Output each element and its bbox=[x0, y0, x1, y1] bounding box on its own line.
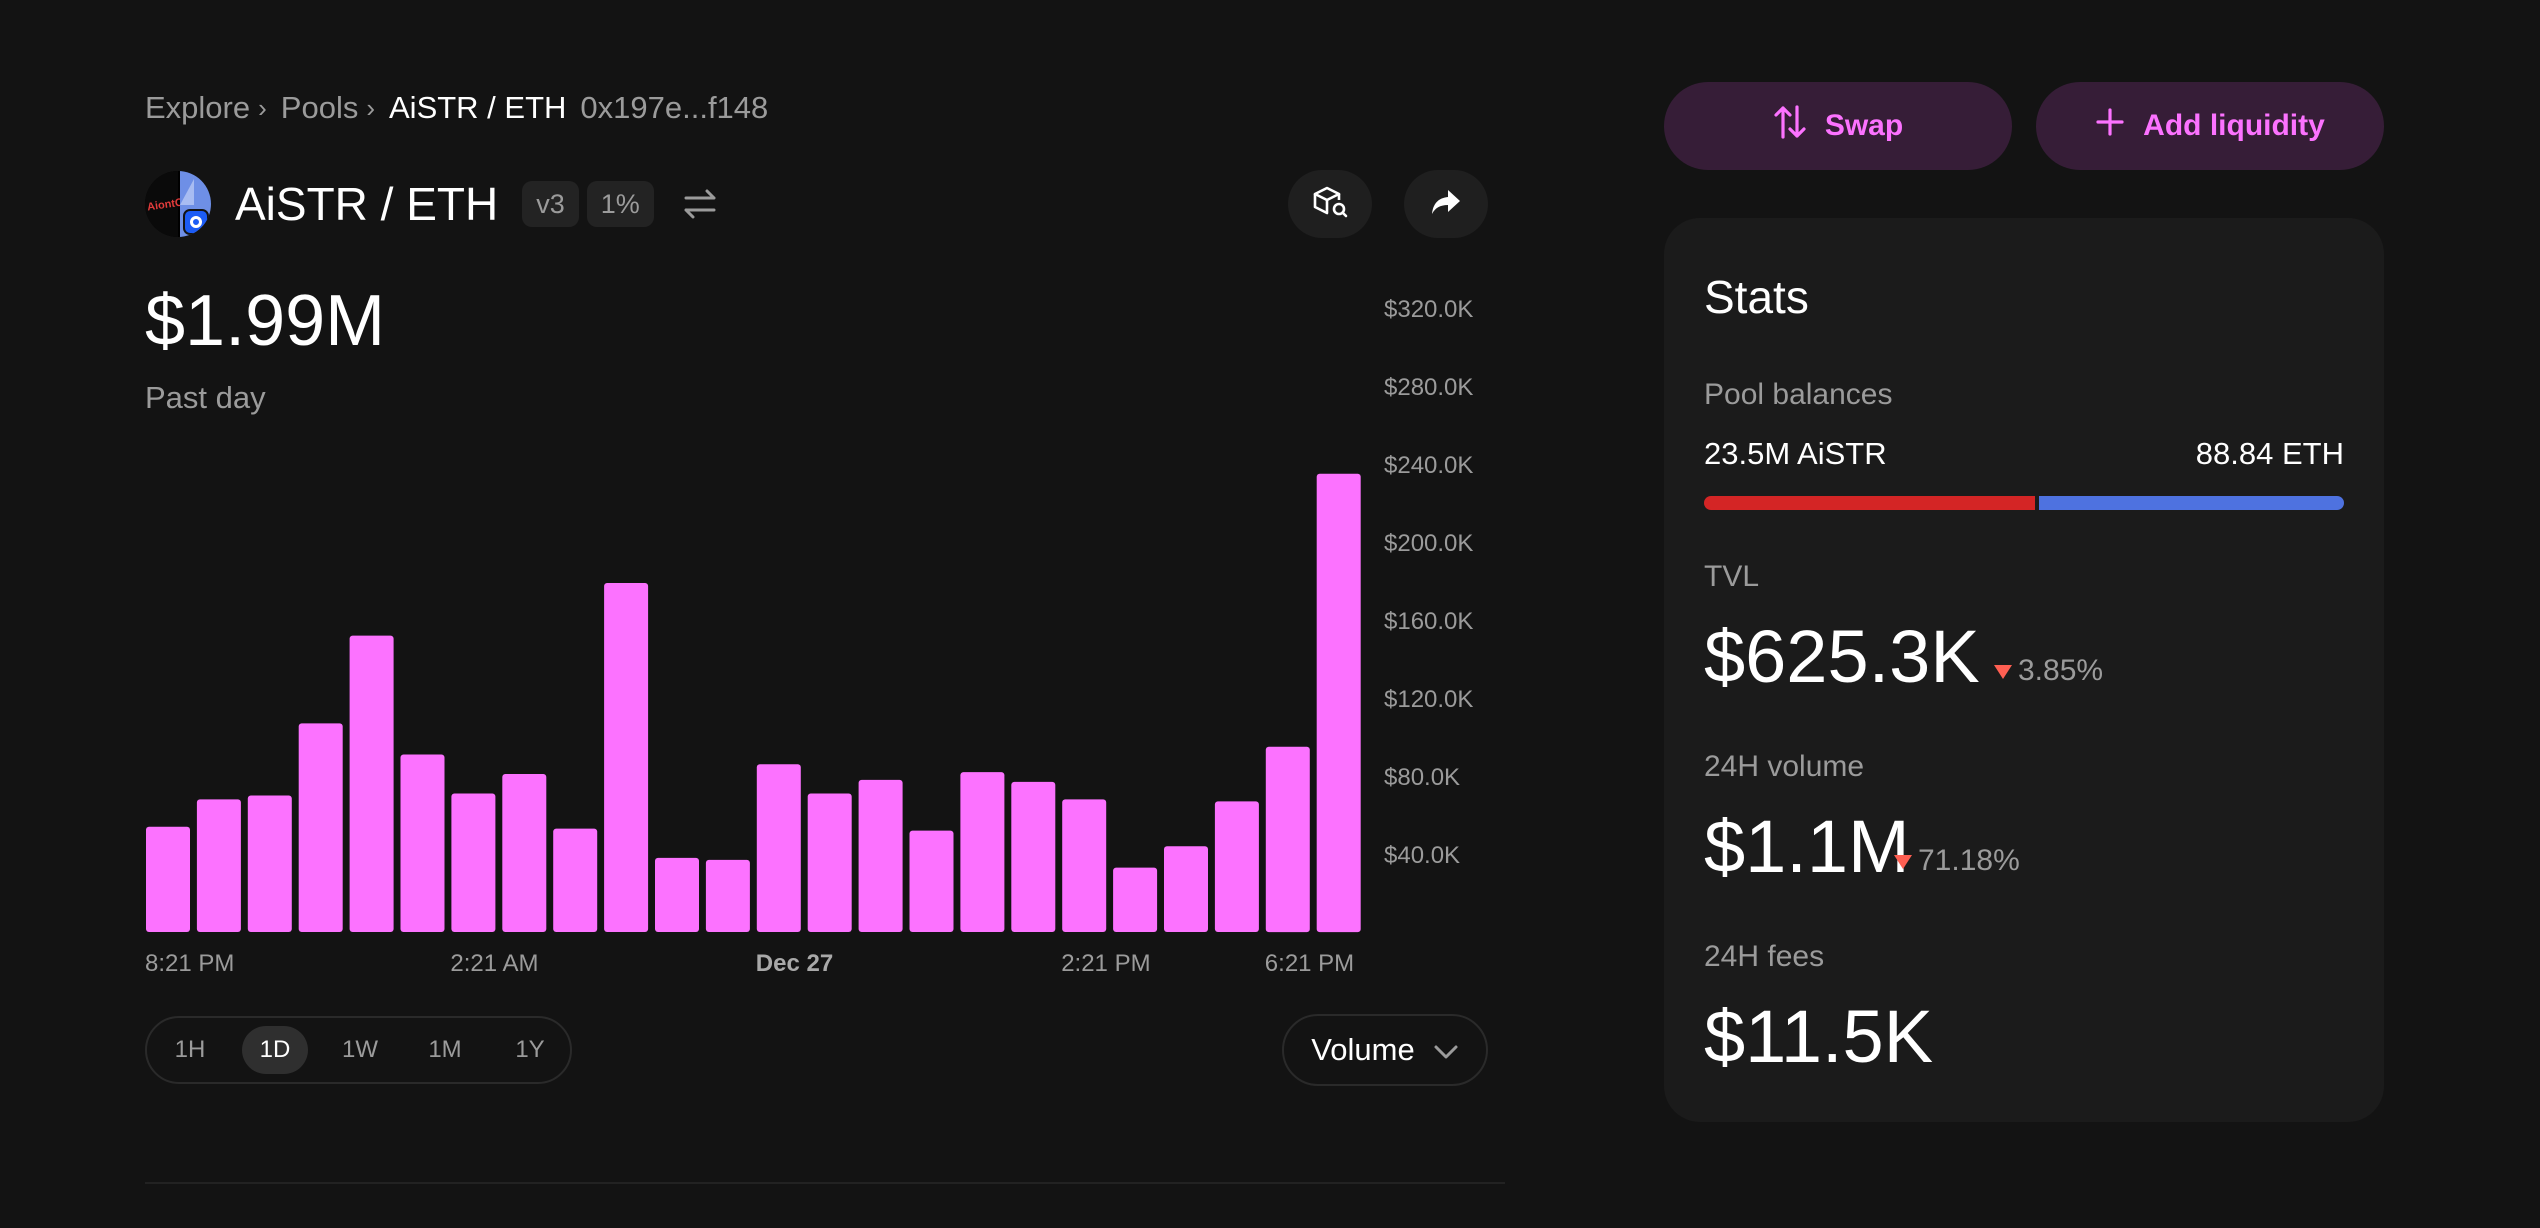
volume-bar-14[interactable] bbox=[858, 779, 903, 932]
time-range-1w[interactable]: 1W bbox=[342, 1036, 378, 1063]
x-axis-tick-label: 2:21 PM bbox=[1061, 950, 1150, 977]
time-range-1m[interactable]: 1M bbox=[428, 1036, 462, 1063]
volume-bar-19[interactable] bbox=[1113, 867, 1158, 932]
breadcrumb: Explore › Pools › AiSTR / ETH 0x197e...f… bbox=[145, 86, 768, 130]
chevron-right-icon: › bbox=[258, 92, 267, 123]
volume-bar-12[interactable] bbox=[756, 764, 801, 932]
y-axis-tick-label: $120.0K bbox=[1384, 686, 1473, 713]
down-triangle-icon bbox=[1994, 665, 2012, 679]
aistr-token-logo: AiontO bbox=[145, 171, 184, 237]
pool-address[interactable]: 0x197e...f148 bbox=[580, 90, 769, 125]
volume-bar-7[interactable] bbox=[502, 774, 547, 932]
swap-button[interactable]: Swap bbox=[1664, 82, 2012, 170]
volume-bar-5[interactable] bbox=[400, 754, 445, 933]
pool-balance-bar-eth bbox=[2039, 496, 2344, 510]
volume-24h-label: 24H volume bbox=[1704, 750, 1865, 783]
volume-bar-2[interactable] bbox=[247, 795, 292, 933]
volume-bar-20[interactable] bbox=[1164, 846, 1208, 932]
volume-bar-0[interactable] bbox=[146, 826, 190, 932]
chevron-down-icon bbox=[1433, 1032, 1459, 1068]
time-range-1h[interactable]: 1H bbox=[174, 1036, 206, 1063]
x-axis-tick-label: 6:21 PM bbox=[1265, 950, 1354, 977]
x-axis-tick-label: Dec 27 bbox=[756, 950, 833, 977]
share-arrow-icon bbox=[1430, 188, 1462, 221]
swap-arrows-icon bbox=[1773, 104, 1807, 148]
pool-balance-eth: 88.84 ETH bbox=[2195, 436, 2344, 471]
down-triangle-icon bbox=[1894, 855, 1912, 869]
pool-balances-label: Pool balances bbox=[1704, 378, 1893, 411]
volume-bar-22[interactable] bbox=[1265, 746, 1310, 933]
volume-bar-17[interactable] bbox=[1011, 781, 1056, 932]
chevron-right-icon: › bbox=[366, 92, 375, 123]
breadcrumb-pools[interactable]: Pools bbox=[280, 90, 359, 125]
fees-24h-value: $11.5K bbox=[1704, 995, 1934, 1078]
explorer-button[interactable] bbox=[1288, 170, 1372, 238]
tvl-change: 3.85% bbox=[1994, 654, 2103, 688]
time-range-1y[interactable]: 1Y bbox=[515, 1036, 545, 1063]
volume-24h-value: $1.1M bbox=[1704, 805, 1910, 888]
pool-balance-bar bbox=[1704, 496, 2344, 510]
x-axis-tick-label: 8:21 PM bbox=[145, 950, 234, 977]
pool-balance-bar-aistr bbox=[1704, 496, 2035, 510]
volume-bar-23[interactable] bbox=[1316, 473, 1361, 933]
chart-metric-dropdown[interactable]: Volume bbox=[1282, 1014, 1488, 1086]
volume-bar-11[interactable] bbox=[705, 859, 750, 932]
chart-value: $1.99M bbox=[145, 281, 386, 361]
breadcrumb-current-pool: AiSTR / ETH bbox=[389, 90, 567, 125]
volume-24h-change: 71.18% bbox=[1894, 844, 2020, 878]
stats-card: Stats Pool balances 23.5M AiSTR 88.84 ET… bbox=[1664, 218, 2384, 1122]
tvl-change-value: 3.85% bbox=[2018, 654, 2104, 687]
y-axis-tick-label: $80.0K bbox=[1384, 764, 1460, 791]
plus-icon bbox=[2095, 107, 2125, 145]
pool-title: AiSTR / ETH bbox=[235, 178, 499, 230]
y-axis-tick-label: $280.0K bbox=[1384, 374, 1473, 401]
y-axis-tick-label: $200.0K bbox=[1384, 530, 1473, 557]
volume-bar-10[interactable] bbox=[655, 857, 699, 932]
time-range-1d[interactable]: 1D bbox=[242, 1026, 308, 1074]
volume-bar-8[interactable] bbox=[553, 828, 598, 932]
tvl-value: $625.3K bbox=[1704, 615, 1980, 698]
y-axis-tick-label: $160.0K bbox=[1384, 608, 1473, 635]
y-axis-tick-label: $240.0K bbox=[1384, 452, 1473, 479]
add-liquidity-button[interactable]: Add liquidity bbox=[2036, 82, 2384, 170]
pool-header: AiontO AiSTR / ETH v3 1% bbox=[145, 170, 720, 238]
volume-bar-13[interactable] bbox=[807, 793, 852, 933]
fees-24h-label: 24H fees bbox=[1704, 940, 1825, 973]
volume-24h-change-value: 71.18% bbox=[1918, 844, 2020, 877]
chart-metric-value: Volume bbox=[1311, 1032, 1415, 1067]
volume-bar-21[interactable] bbox=[1214, 801, 1259, 932]
swap-button-label: Swap bbox=[1824, 109, 1904, 142]
breadcrumb-explore[interactable]: Explore bbox=[145, 90, 251, 125]
version-badge: v3 bbox=[522, 181, 579, 227]
volume-bar-1[interactable] bbox=[196, 799, 241, 932]
x-axis-tick-label: 2:21 AM bbox=[450, 950, 538, 977]
time-range-selector: 1H 1D 1W 1M 1Y bbox=[145, 1016, 572, 1084]
stats-title: Stats bbox=[1704, 271, 1809, 323]
volume-bar-18[interactable] bbox=[1062, 799, 1107, 932]
base-chain-icon bbox=[183, 209, 209, 235]
section-divider bbox=[145, 1182, 1505, 1184]
swap-direction-icon[interactable] bbox=[680, 184, 720, 224]
y-axis-tick-label: $320.0K bbox=[1384, 296, 1473, 323]
y-axis-tick-label: $40.0K bbox=[1384, 842, 1460, 869]
chart-period-label: Past day bbox=[145, 380, 266, 415]
token-pair-logo: AiontO bbox=[145, 171, 211, 237]
volume-bar-15[interactable] bbox=[909, 830, 954, 932]
volume-bar-9[interactable] bbox=[604, 583, 649, 932]
add-liquidity-button-label: Add liquidity bbox=[2143, 109, 2325, 142]
volume-bar-3[interactable] bbox=[298, 723, 343, 932]
fee-tier-badge: 1% bbox=[586, 181, 654, 227]
tvl-label: TVL bbox=[1704, 560, 1760, 593]
share-button[interactable] bbox=[1404, 170, 1488, 238]
pool-balance-aistr: 23.5M AiSTR bbox=[1704, 436, 1887, 471]
volume-bar-16[interactable] bbox=[960, 772, 1005, 932]
volume-bar-4[interactable] bbox=[349, 635, 394, 932]
explorer-box-search-icon bbox=[1312, 185, 1348, 224]
volume-bar-6[interactable] bbox=[451, 793, 496, 933]
